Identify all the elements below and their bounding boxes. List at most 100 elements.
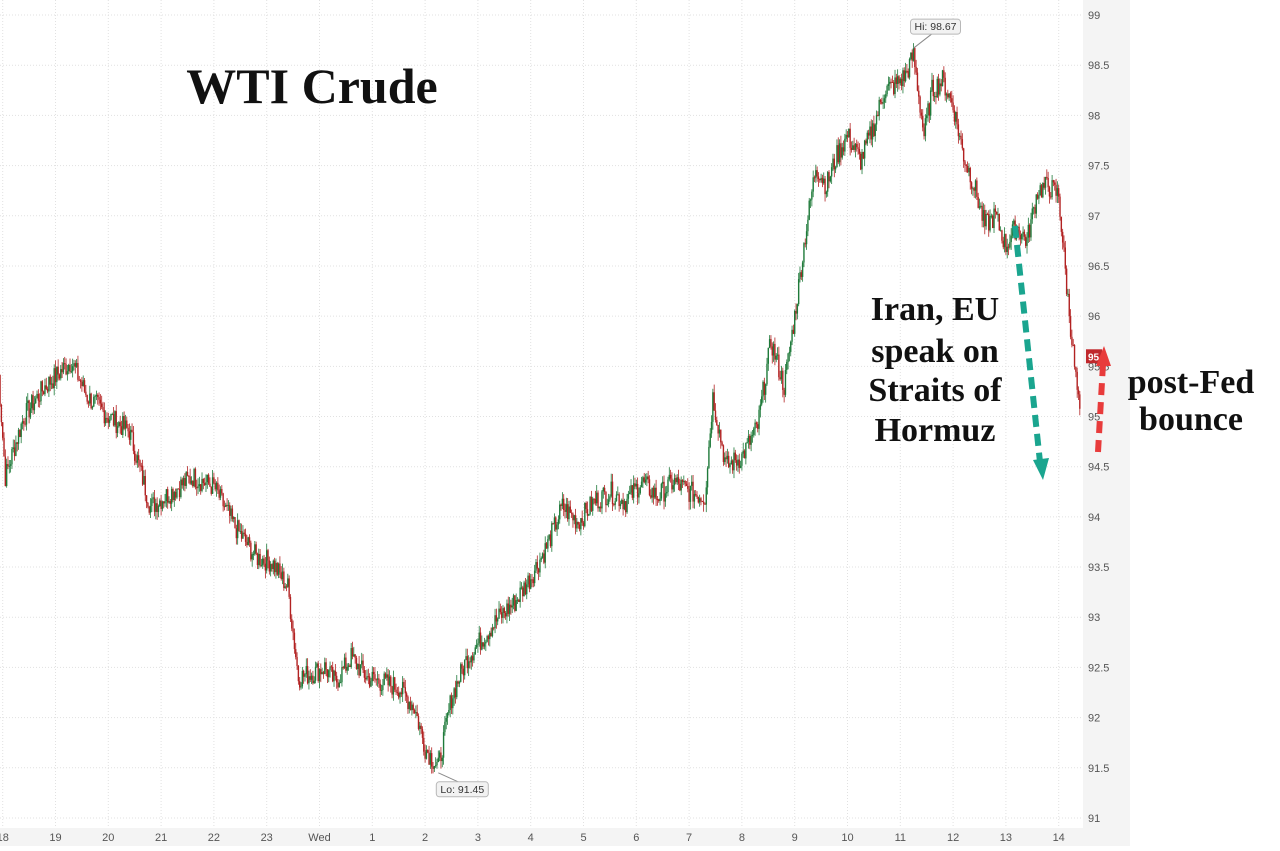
candle-up [284, 586, 286, 588]
candle-down [695, 494, 697, 496]
candle-up [754, 422, 756, 429]
candle-down [365, 677, 367, 680]
candle-up [508, 604, 511, 614]
candle-down [720, 429, 722, 443]
candle-down [1048, 187, 1051, 197]
candle-up [654, 487, 656, 498]
candle-up [790, 341, 792, 352]
candle-up [350, 648, 352, 667]
candle-down [493, 627, 495, 629]
candle-down [1001, 230, 1003, 241]
candle-up [12, 447, 14, 450]
candle-up [882, 102, 884, 104]
candle-up [791, 329, 793, 342]
candle-up [664, 493, 667, 502]
candle-up [506, 603, 508, 617]
candle-up [1021, 233, 1023, 240]
candle-down [479, 632, 482, 650]
candle-up [408, 701, 410, 710]
candle-up [453, 688, 455, 699]
candle-up [540, 558, 542, 560]
candle-down [349, 665, 351, 667]
candle-up [708, 446, 710, 469]
candle-up [730, 460, 733, 465]
candle-up [861, 151, 863, 170]
candle-up [136, 455, 139, 463]
x-tick-label: 9 [792, 832, 798, 844]
candle-down [268, 560, 271, 572]
candle-up [706, 468, 709, 488]
candle-up [869, 126, 871, 136]
candle-down [61, 369, 63, 373]
candle-down [57, 366, 59, 375]
candle-down [46, 388, 49, 392]
candle-up [871, 123, 874, 140]
candle-up [693, 494, 696, 502]
candle-down [250, 542, 252, 560]
candle-down [302, 670, 305, 677]
candle-down [953, 110, 956, 122]
candle-down [1060, 216, 1063, 232]
candle-down [77, 362, 79, 380]
y-tick-label: 93 [1088, 612, 1100, 624]
candle-up [1032, 207, 1035, 209]
candle-down [514, 595, 516, 611]
candle-up [446, 713, 449, 718]
candle-down [507, 603, 509, 614]
candle-up [602, 487, 604, 492]
candle-up [17, 429, 20, 444]
candle-down [202, 478, 205, 484]
chart-title: WTI Crude [186, 58, 437, 114]
candle-up [863, 140, 866, 159]
candle-up [523, 582, 525, 597]
candle-down [951, 98, 953, 103]
candle-down [960, 135, 962, 140]
candle-up [520, 587, 523, 589]
candle-down [490, 632, 492, 637]
candle-down [725, 457, 727, 460]
candle-down [1061, 231, 1064, 243]
candle-up [1056, 188, 1059, 196]
candle-up [834, 167, 837, 170]
candle-up [519, 587, 521, 602]
candle-down [1052, 180, 1055, 183]
candle-down [856, 143, 858, 148]
candle-down [919, 96, 921, 113]
candle-down [860, 153, 862, 170]
candle-up [497, 618, 499, 622]
candle-down [911, 52, 913, 61]
candle-down [231, 508, 234, 519]
candle-down [585, 502, 587, 510]
iran-annotation-line-1: Iran, EU [871, 291, 999, 328]
candle-up [801, 262, 804, 277]
candle-up [894, 77, 896, 95]
candle-down [243, 532, 245, 534]
candle-down [131, 429, 133, 433]
candle-down [920, 112, 923, 116]
candle-up [573, 515, 575, 521]
candle-up [609, 496, 611, 500]
y-tick-label: 95 [1088, 412, 1100, 424]
candle-up [444, 721, 446, 733]
candle-down [685, 483, 688, 486]
candle-up [580, 518, 582, 530]
candle-up [399, 692, 401, 698]
iran-annotation-line-4: Hormuz [875, 412, 996, 449]
candle-down [858, 149, 861, 154]
candle-down [574, 515, 577, 529]
candle-up [333, 670, 335, 682]
candle-up [805, 231, 808, 245]
candle-down [684, 481, 686, 484]
candle-down [145, 495, 148, 503]
candle-up [104, 417, 107, 424]
candle-down [582, 522, 585, 527]
candle-up [168, 501, 170, 503]
candle-down [112, 414, 115, 426]
candle-up [36, 393, 38, 399]
candle-up [346, 666, 348, 671]
candle-up [926, 115, 928, 119]
candle-up [56, 366, 58, 383]
candle-down [964, 161, 966, 165]
candle-up [29, 408, 32, 418]
candle-down [420, 725, 422, 730]
